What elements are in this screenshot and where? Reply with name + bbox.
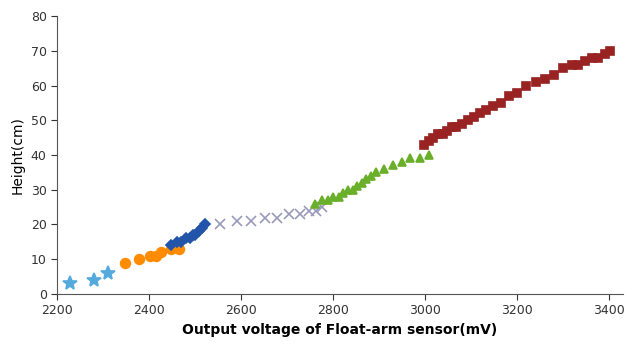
X-axis label: Output voltage of Float-arm sensor(mV): Output voltage of Float-arm sensor(mV) <box>182 323 498 337</box>
Y-axis label: Height(cm): Height(cm) <box>11 116 25 194</box>
